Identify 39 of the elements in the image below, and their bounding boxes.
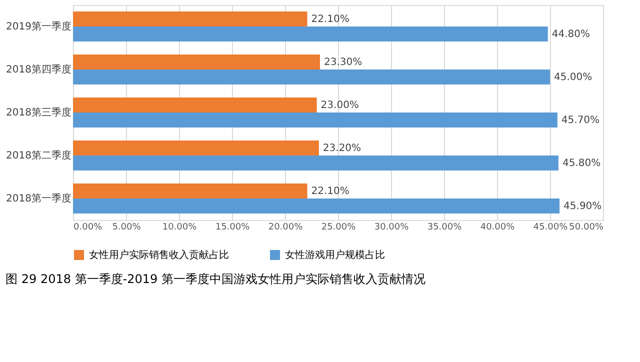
data-label: 23.20% bbox=[322, 142, 362, 154]
x-tick-label: 50.00% bbox=[569, 222, 604, 232]
data-label: 45.70% bbox=[561, 115, 600, 126]
data-label: 45.90% bbox=[564, 201, 602, 212]
x-tick-label: 10.00% bbox=[162, 222, 198, 232]
bar bbox=[73, 198, 560, 214]
x-tick-label: 0.00% bbox=[74, 222, 103, 232]
x-tick-label: 40.00% bbox=[480, 222, 516, 232]
y-tick-label: 2018第四季度 bbox=[6, 64, 72, 76]
x-tick-label: 30.00% bbox=[374, 222, 410, 232]
data-label: 23.30% bbox=[324, 56, 362, 68]
data-label: 22.10% bbox=[311, 186, 350, 197]
bar bbox=[73, 183, 308, 198]
data-label: 45.00% bbox=[554, 72, 592, 84]
legend-label: 女性用户实际销售收入贡献占比 bbox=[89, 249, 229, 261]
y-tick-label: 2019第一季度 bbox=[6, 20, 72, 32]
legend-label: 女性游戏用户规模占比 bbox=[285, 249, 385, 261]
data-label: 45.80% bbox=[562, 158, 601, 170]
x-tick-label: 20.00% bbox=[268, 222, 304, 232]
bar bbox=[73, 112, 558, 128]
x-tick-label: 45.00% bbox=[533, 222, 568, 232]
bar bbox=[73, 11, 308, 26]
x-tick-label: 25.00% bbox=[321, 222, 356, 232]
x-tick-label: 35.00% bbox=[427, 222, 462, 232]
y-tick-label: 2018第一季度 bbox=[6, 192, 72, 204]
data-label: 44.80% bbox=[552, 29, 590, 40]
data-label: 22.10% bbox=[311, 14, 350, 25]
y-tick-label: 2018第二季度 bbox=[6, 150, 72, 162]
bar bbox=[73, 70, 550, 85]
bar bbox=[73, 54, 320, 70]
caption: 图 29 2018 第一季度-2019 第一季度中国游戏女性用户实际销售收入贡献情况 bbox=[6, 272, 426, 286]
bar bbox=[73, 97, 317, 112]
bar bbox=[73, 26, 548, 42]
bar bbox=[73, 156, 558, 171]
y-tick-label: 2018第三季度 bbox=[6, 106, 72, 118]
x-tick-label: 5.00% bbox=[112, 222, 142, 232]
data-label: 23.00% bbox=[320, 100, 359, 111]
x-tick-label: 15.00% bbox=[215, 222, 250, 232]
bar bbox=[73, 140, 319, 156]
